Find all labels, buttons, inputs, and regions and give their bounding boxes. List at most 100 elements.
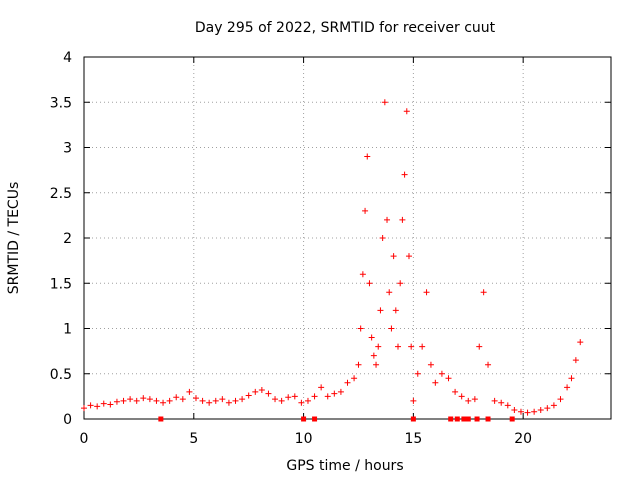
data-point <box>427 361 434 368</box>
data-point <box>399 216 406 223</box>
data-point <box>318 384 325 391</box>
data-point <box>199 397 206 404</box>
data-point <box>375 343 382 350</box>
y-tick-label: 3 <box>63 141 72 157</box>
data-point <box>239 396 246 403</box>
data-point <box>572 357 579 364</box>
data-point <box>384 216 391 223</box>
data-point <box>219 396 226 403</box>
data-points <box>81 99 584 422</box>
data-point <box>557 396 564 403</box>
data-point <box>504 402 511 409</box>
data-point <box>285 394 292 401</box>
data-point <box>403 108 410 115</box>
data-point <box>465 397 472 404</box>
data-point <box>401 171 408 178</box>
grid-lines <box>84 57 611 419</box>
data-point <box>419 343 426 350</box>
data-point <box>379 235 386 241</box>
data-point <box>423 289 430 296</box>
zero-point <box>474 416 480 422</box>
y-tick-label: 3.5 <box>50 95 72 111</box>
data-point <box>524 409 531 416</box>
data-point <box>359 271 366 278</box>
y-tick-label: 4 <box>63 50 72 66</box>
data-point <box>232 397 239 404</box>
data-point <box>392 307 399 314</box>
data-point <box>133 397 140 404</box>
axis-ticks <box>83 56 611 420</box>
data-point <box>272 396 279 403</box>
data-point <box>373 361 380 368</box>
data-point <box>252 388 259 395</box>
data-point <box>113 398 120 405</box>
data-point <box>278 397 285 404</box>
zero-point <box>454 416 460 422</box>
data-point <box>550 402 557 409</box>
data-point <box>100 400 107 407</box>
data-point <box>225 399 232 406</box>
data-point <box>395 343 402 350</box>
data-point <box>405 253 412 260</box>
zero-point <box>158 416 164 422</box>
data-point <box>485 361 492 368</box>
data-point <box>140 395 147 402</box>
data-point <box>81 405 87 412</box>
data-point <box>366 280 373 287</box>
y-tick-label: 2 <box>63 231 72 247</box>
data-point <box>206 399 213 406</box>
y-tick-label: 2.5 <box>50 186 72 202</box>
data-point <box>362 207 369 214</box>
data-point <box>212 397 219 404</box>
data-point <box>390 253 397 260</box>
zero-point <box>410 416 416 422</box>
data-point <box>564 384 571 391</box>
x-axis-label: GPS time / hours <box>286 458 403 474</box>
data-point <box>386 289 393 296</box>
zero-point <box>485 416 491 422</box>
data-point <box>544 405 551 412</box>
data-point <box>127 396 134 403</box>
data-point <box>577 339 584 346</box>
data-point <box>414 370 421 377</box>
data-point <box>344 379 351 386</box>
data-point <box>265 390 272 397</box>
data-point <box>324 393 331 400</box>
data-point <box>568 375 575 382</box>
data-point <box>258 387 265 394</box>
data-point <box>107 401 114 408</box>
data-point <box>120 397 127 404</box>
data-point <box>476 343 483 350</box>
y-axis-label: SRMTID / TECUs <box>6 182 22 295</box>
x-tick-label: 20 <box>514 431 532 447</box>
data-point <box>364 153 371 160</box>
x-tick-label: 0 <box>80 431 89 447</box>
data-point <box>377 307 384 314</box>
zero-point <box>461 416 467 422</box>
data-point <box>452 388 459 395</box>
zero-point <box>312 416 318 422</box>
data-point <box>166 397 173 404</box>
data-point <box>331 390 338 397</box>
x-tick-label: 5 <box>189 431 198 447</box>
data-point <box>491 397 498 404</box>
data-point <box>192 395 199 402</box>
data-point <box>153 397 160 404</box>
data-point <box>245 392 252 399</box>
x-tick-label: 15 <box>404 431 422 447</box>
data-point <box>408 343 415 350</box>
data-point <box>410 397 417 404</box>
data-point <box>537 406 544 413</box>
data-point <box>87 402 94 409</box>
data-point <box>291 393 298 400</box>
data-point <box>160 399 167 406</box>
data-point <box>355 361 362 368</box>
data-point <box>388 325 395 332</box>
zero-point <box>509 416 515 422</box>
y-tick-labels: 0 0.5 1 1.5 2 2.5 3 3.5 4 <box>50 50 72 428</box>
x-tick-labels: 0 5 10 15 20 <box>80 431 533 447</box>
data-point <box>370 352 377 359</box>
data-point <box>432 379 439 386</box>
